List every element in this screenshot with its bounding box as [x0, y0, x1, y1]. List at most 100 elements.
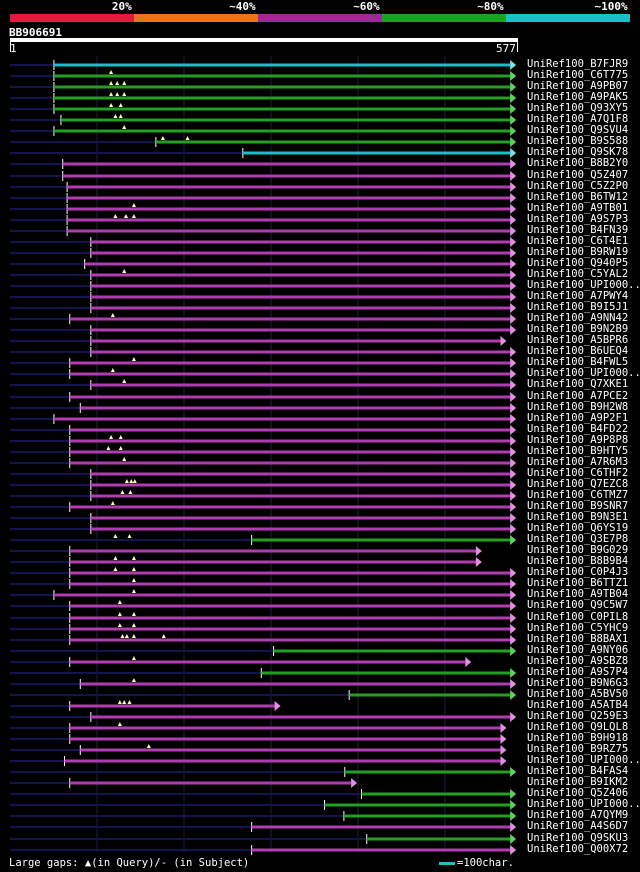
- hit-label-link[interactable]: UniRef100_B4FN39: [527, 224, 629, 236]
- hit-label-link[interactable]: UniRef100_B9HTY5: [527, 445, 629, 457]
- hit-label-link[interactable]: UniRef100_B9RW19: [527, 246, 629, 258]
- hit-label-link[interactable]: UniRef100_C0PIL8: [527, 611, 629, 623]
- query-gap-marker: [109, 70, 114, 74]
- hit-label-link[interactable]: UniRef100_A9S7P4: [527, 666, 629, 678]
- query-gap-marker: [185, 136, 190, 140]
- hit-label-link[interactable]: UniRef100_Q940P5: [527, 257, 629, 269]
- hit-label-link[interactable]: UniRef100_C0P4J3: [527, 566, 629, 578]
- query-gap-marker: [117, 600, 122, 604]
- hit-label-link[interactable]: UniRef100_B7FJR9: [527, 58, 629, 70]
- hit-label-link[interactable]: UniRef100_B9S588: [527, 135, 629, 147]
- hit-label-link[interactable]: UniRef100_Q9LQL8: [527, 721, 629, 733]
- hit-label-link[interactable]: UniRef100_Q6YS19: [527, 522, 629, 534]
- hit-end-arrow: [510, 535, 517, 545]
- query-gap-marker: [110, 313, 115, 317]
- hit-label-link[interactable]: UniRef100_Q9C5W7: [527, 599, 629, 611]
- hit-label-link[interactable]: UniRef100_A9NY06: [527, 644, 629, 656]
- hit-end-arrow: [274, 701, 281, 711]
- hit-label-link[interactable]: UniRef100_A5ATB4: [527, 699, 629, 711]
- hit-label-link[interactable]: UniRef100_B9G029: [527, 544, 629, 556]
- hit-label-link[interactable]: UniRef100_A7R6M3: [527, 456, 629, 468]
- hit-label-link[interactable]: UniRef100_Q9SK78: [527, 146, 629, 158]
- hit-label-link[interactable]: UniRef100_A5BPR6: [527, 334, 629, 346]
- identity-color-legend-bar: [10, 14, 630, 22]
- hit-label-link[interactable]: UniRef100_A9S7P3: [527, 213, 629, 225]
- hit-label-link[interactable]: UniRef100_C6THF2: [527, 467, 629, 479]
- hit-label-link[interactable]: UniRef100_Q5Z406: [527, 787, 629, 799]
- hit-label-link[interactable]: UniRef100_B9N6G3: [527, 677, 629, 689]
- hit-end-arrow: [465, 657, 472, 667]
- query-gap-marker: [122, 379, 127, 383]
- hit-label-link[interactable]: UniRef100_Q259E3: [527, 710, 629, 722]
- hit-label-link[interactable]: UniRef100_A9P8P8: [527, 434, 629, 446]
- hit-label-link[interactable]: UniRef100_C5Z2P0: [527, 180, 629, 192]
- hit-label-link[interactable]: UniRef100_B4FD22: [527, 423, 629, 435]
- hit-label-link[interactable]: UniRef100_B6TTZ1: [527, 577, 629, 589]
- hit-label-link[interactable]: UniRef100_C6T775: [527, 69, 629, 81]
- hit-label-link[interactable]: UniRef100_C5YAL2: [527, 268, 629, 280]
- hit-label-link[interactable]: UniRef100_A7Q1F8: [527, 113, 629, 125]
- hit-label-link[interactable]: UniRef100_Q5Z407: [527, 169, 629, 181]
- hit-label-link[interactable]: UniRef100_A9TB04: [527, 588, 629, 600]
- hit-label-link[interactable]: UniRef100_UPI000..: [527, 279, 640, 291]
- hit-label-link[interactable]: UniRef100_A7QYM9: [527, 809, 629, 821]
- hit-label-link[interactable]: UniRef100_A7PCE2: [527, 390, 629, 402]
- hit-label-link[interactable]: UniRef100_B9SNR7: [527, 500, 629, 512]
- hit-label-link[interactable]: UniRef100_A7PWY4: [527, 290, 629, 302]
- hit-label-link[interactable]: UniRef100_A9TB01: [527, 202, 629, 214]
- hit-label-link[interactable]: UniRef100_B6UEQ4: [527, 345, 629, 357]
- hit-label-link[interactable]: UniRef100_B4FAS4: [527, 765, 629, 777]
- hit-label-link[interactable]: UniRef100_Q3E7P8: [527, 533, 629, 545]
- hit-label-link[interactable]: UniRef100_UPI000..: [527, 798, 640, 810]
- hit-label-link[interactable]: UniRef100_A9SBZ8: [527, 655, 629, 667]
- hit-end-arrow: [510, 281, 517, 291]
- hit-end-arrow: [510, 392, 517, 402]
- hit-label-link[interactable]: UniRef100_B6TW12: [527, 191, 629, 203]
- hit-label-link[interactable]: UniRef100_Q9SKU3: [527, 832, 629, 844]
- hit-label-link[interactable]: UniRef100_B4FWL5: [527, 356, 629, 368]
- hit-label-link[interactable]: UniRef100_B8BAX1: [527, 633, 629, 645]
- hit-label-link[interactable]: UniRef100_A9PB07: [527, 80, 629, 92]
- hit-end-arrow: [510, 491, 517, 501]
- hit-label-link[interactable]: UniRef100_B9IKM2: [527, 776, 629, 788]
- hit-label-link[interactable]: UniRef100_Q7XKE1: [527, 378, 629, 390]
- hit-label-link[interactable]: UniRef100_A9PAK5: [527, 91, 629, 103]
- query-gap-marker: [122, 700, 127, 704]
- query-gap-marker: [110, 368, 115, 372]
- ruler-tick-end: [517, 42, 518, 52]
- hit-label-link[interactable]: UniRef100_C6TMZ7: [527, 489, 629, 501]
- hit-label-link[interactable]: UniRef100_A9NN42: [527, 312, 629, 324]
- hit-label-link[interactable]: UniRef100_B9H2W8: [527, 401, 629, 413]
- hit-label-link[interactable]: UniRef100_UPI000..: [527, 367, 640, 379]
- hit-end-arrow: [510, 259, 517, 269]
- hit-label-link[interactable]: UniRef100_Q7EZC8: [527, 478, 629, 490]
- hit-end-arrow: [510, 668, 517, 678]
- hit-label-link[interactable]: UniRef100_C6T4E1: [527, 235, 629, 247]
- hit-label-link[interactable]: UniRef100_B9N2B9: [527, 323, 629, 335]
- hit-label-link[interactable]: UniRef100_Q9SVU4: [527, 124, 629, 136]
- query-gap-marker: [120, 634, 125, 638]
- hit-end-arrow: [475, 546, 482, 556]
- hit-label-link[interactable]: UniRef100_C5YHC9: [527, 622, 629, 634]
- hit-label-link[interactable]: UniRef100_A5BV50: [527, 688, 629, 700]
- hit-label-link[interactable]: UniRef100_Q93XY5: [527, 102, 629, 114]
- hit-end-arrow: [510, 789, 517, 799]
- hit-end-arrow: [510, 811, 517, 821]
- hit-label-link[interactable]: UniRef100_B9RZ75: [527, 743, 629, 755]
- hit-label-link[interactable]: UniRef100_B8B9B4: [527, 555, 629, 567]
- hit-label-link[interactable]: UniRef100_A9P2F1: [527, 412, 629, 424]
- query-gap-marker: [113, 114, 118, 118]
- hit-label-link[interactable]: UniRef100_B9I5J1: [527, 301, 629, 313]
- hit-label-link[interactable]: UniRef100_B8B2Y0: [527, 157, 629, 169]
- query-gap-marker: [128, 490, 133, 494]
- hit-label-link[interactable]: UniRef100_A4S6D7: [527, 820, 629, 832]
- hit-label-link[interactable]: UniRef100_B9H918: [527, 732, 629, 744]
- subject-gap-dash: -: [160, 857, 168, 869]
- hit-end-arrow: [510, 469, 517, 479]
- hit-end-arrow: [500, 756, 507, 766]
- hit-label-link[interactable]: UniRef100_Q00X72: [527, 843, 629, 855]
- hit-label-link[interactable]: UniRef100_B9N3E1: [527, 511, 629, 523]
- query-gap-marker: [118, 446, 123, 450]
- hit-end-arrow: [475, 557, 482, 567]
- hit-label-link[interactable]: UniRef100_UPI000..: [527, 754, 640, 766]
